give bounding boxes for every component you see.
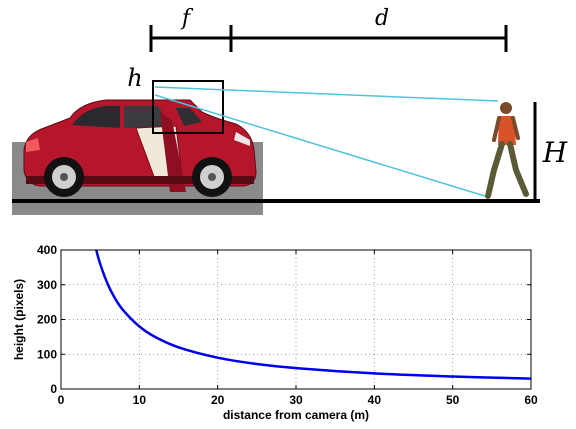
x-axis-title: distance from camera (m) xyxy=(223,408,369,422)
x-tick-label: 10 xyxy=(133,393,147,407)
chart-ticks: 0 10 20 30 40 50 60 0 100 200 300 400 xyxy=(37,243,538,407)
image-height-label: h xyxy=(127,64,142,92)
car-taillight xyxy=(26,138,40,152)
car-side-window xyxy=(124,106,172,128)
object-height-label: H xyxy=(542,136,568,169)
dimension-bars xyxy=(149,25,508,52)
distance-label: d xyxy=(375,6,389,31)
person-leg-back xyxy=(485,141,505,199)
x-tick-label: 40 xyxy=(368,393,382,407)
car-rear-wheel xyxy=(44,157,84,197)
person-arm-back xyxy=(492,116,501,142)
geometry-diagram: f d xyxy=(12,6,568,215)
ray-to-feet xyxy=(154,94,489,198)
y-tick-label: 400 xyxy=(37,243,57,257)
x-tick-label: 20 xyxy=(211,393,225,407)
y-tick-label: 200 xyxy=(37,313,57,327)
focal-length-label: f xyxy=(180,6,194,31)
person-head xyxy=(500,102,512,114)
height-vs-distance-chart: 0 10 20 30 40 50 60 0 100 200 300 400 distance from… xyxy=(12,243,538,422)
y-tick-label: 300 xyxy=(37,278,57,292)
car-icon xyxy=(23,99,257,197)
car-windshield xyxy=(176,108,202,126)
height-curve xyxy=(95,249,532,380)
y-tick-label: 0 xyxy=(50,382,57,396)
car-rocker xyxy=(26,176,254,184)
x-tick-label: 60 xyxy=(524,393,538,407)
x-tick-label: 30 xyxy=(289,393,303,407)
x-tick-label: 50 xyxy=(446,393,460,407)
ray-to-head xyxy=(154,86,499,102)
y-tick-label: 100 xyxy=(37,347,57,361)
walking-person-icon xyxy=(485,102,529,199)
person-arm-front xyxy=(511,116,520,140)
car-front-wheel xyxy=(192,157,232,197)
person-shirt xyxy=(498,116,516,145)
person-leg-front xyxy=(507,141,529,197)
y-axis-title: height (pixels) xyxy=(12,279,26,360)
car-headlight xyxy=(234,132,250,146)
image-plane-box xyxy=(152,80,224,134)
x-tick-label: 0 xyxy=(58,393,65,407)
car-rear-window xyxy=(72,106,120,128)
